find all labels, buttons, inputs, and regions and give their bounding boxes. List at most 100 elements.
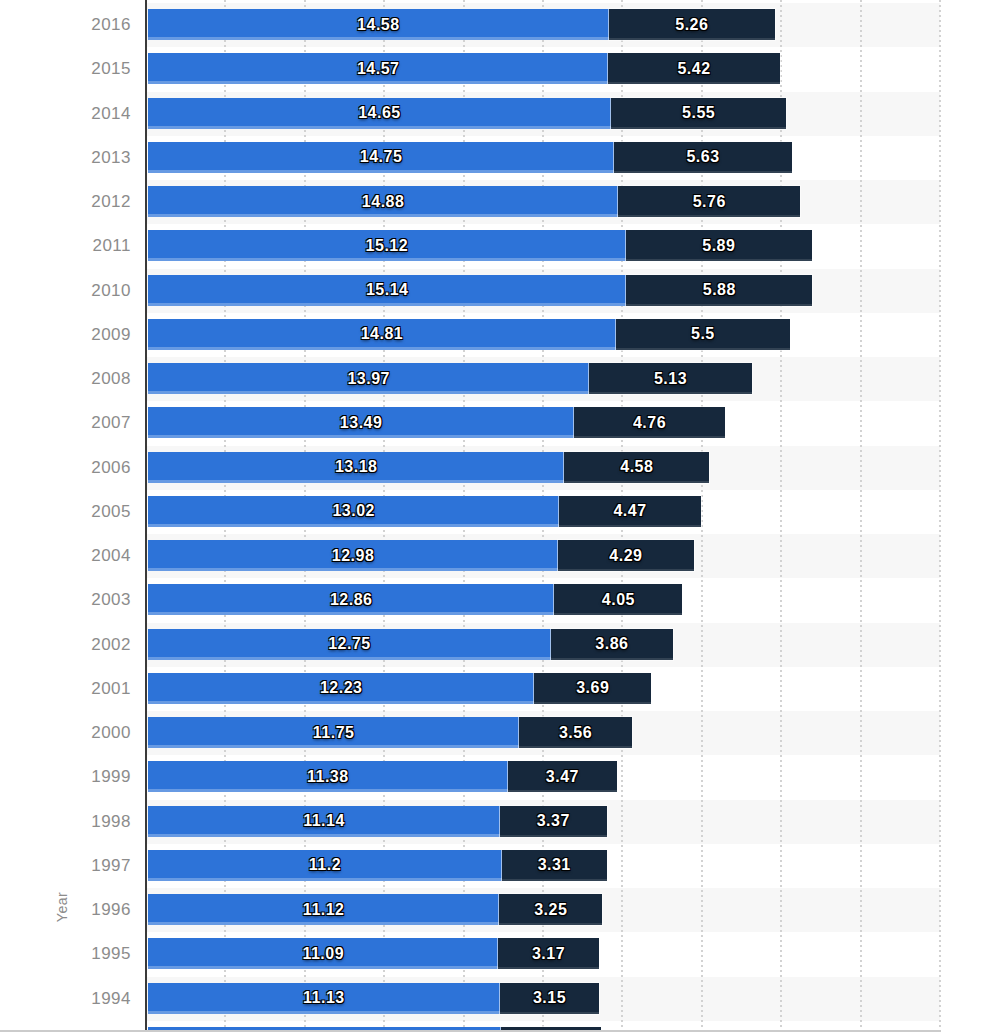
bar-segment-secondary[interactable]: 5.42 <box>608 53 779 84</box>
year-tick-label: 2007 <box>0 407 131 438</box>
bar-segment-primary[interactable]: 11.38 <box>148 761 508 792</box>
bar-segment-secondary[interactable]: 3.31 <box>502 850 607 881</box>
bar-segment-secondary[interactable]: 3.69 <box>534 673 651 704</box>
bar-segment-primary[interactable]: 11.14 <box>148 806 500 837</box>
year-tick-label: 2004 <box>0 540 131 571</box>
bar-segment-primary[interactable]: 11.13 <box>148 983 500 1014</box>
bar-segment-secondary[interactable]: 4.47 <box>559 496 700 527</box>
bar-segment-primary[interactable]: 13.97 <box>148 363 589 394</box>
bar-value-label: 3.47 <box>546 768 579 786</box>
bar-value-label: 14.88 <box>362 193 405 211</box>
bar-value-label: 14.65 <box>358 104 401 122</box>
bar-segment-secondary[interactable]: 4.58 <box>564 452 709 483</box>
bar-value-label: 13.02 <box>332 502 375 520</box>
bar-value-label: 4.05 <box>602 591 635 609</box>
bar-value-label: 11.13 <box>303 989 345 1007</box>
bar-segment-primary[interactable]: 12.75 <box>148 629 551 660</box>
bar-segment-primary[interactable]: 12.98 <box>148 540 558 571</box>
year-tick-label: 2002 <box>0 629 131 660</box>
bar-value-label: 11.2 <box>309 856 341 874</box>
bar-segment-secondary[interactable]: 5.13 <box>589 363 751 394</box>
bar-segment-secondary[interactable]: 5.26 <box>609 9 775 40</box>
bar-segment-primary[interactable]: 11.12 <box>148 894 499 925</box>
bar-value-label: 15.14 <box>366 281 409 299</box>
bar-segment-primary[interactable]: 14.75 <box>148 142 614 173</box>
bar-value-label: 14.57 <box>357 60 400 78</box>
bar-segment-primary[interactable]: 14.88 <box>148 186 618 217</box>
year-tick-label: 2014 <box>0 98 131 129</box>
bar-segment-secondary[interactable]: 5.88 <box>626 275 812 306</box>
bar-value-label: 5.89 <box>702 237 735 255</box>
year-tick-label: 2006 <box>0 452 131 483</box>
bar-segment-secondary[interactable]: 3.47 <box>508 761 618 792</box>
y-axis-line <box>145 0 147 1030</box>
bar-value-label: 11.75 <box>313 724 355 742</box>
bar-value-label: 3.31 <box>538 856 571 874</box>
bar-segment-secondary[interactable]: 5.5 <box>616 319 790 350</box>
bar-value-label: 3.25 <box>534 901 567 919</box>
bar-segment-secondary[interactable]: 3.25 <box>499 894 602 925</box>
bar-value-label: 5.76 <box>693 193 726 211</box>
bar-value-label: 5.88 <box>703 281 736 299</box>
bar-value-label: 5.55 <box>682 104 715 122</box>
bar-value-label: 5.42 <box>677 60 710 78</box>
bar-segment-primary[interactable]: 11.2 <box>148 850 502 881</box>
bar-segment-primary[interactable]: 14.57 <box>148 53 608 84</box>
bar-segment-secondary[interactable]: 5.89 <box>626 230 812 261</box>
plot-area: 2016 14.58 5.26 2015 14.57 5.42 2014 14.65 5.55 2… <box>0 0 999 1030</box>
bar-segment-primary[interactable]: 13.49 <box>148 407 574 438</box>
year-tick-label: 2001 <box>0 673 131 704</box>
bar-value-label: 11.09 <box>302 945 344 963</box>
bar-segment-secondary[interactable]: 4.05 <box>554 584 682 615</box>
year-tick-label: 2011 <box>0 230 131 261</box>
gridline-vertical <box>860 0 862 1030</box>
bar-segment-primary[interactable]: 11.09 <box>148 938 498 969</box>
bar-segment-secondary[interactable]: 3.37 <box>500 806 606 837</box>
year-tick-label: 1994 <box>0 983 131 1014</box>
bar-segment-primary[interactable]: 14.81 <box>148 319 616 350</box>
bar-segment-primary[interactable]: 15.14 <box>148 275 626 306</box>
bar-segment-primary[interactable]: 12.23 <box>148 673 534 704</box>
bar-segment-secondary[interactable]: 5.55 <box>611 98 786 129</box>
bar-segment-primary[interactable]: 15.12 <box>148 230 626 261</box>
bar-segment-secondary[interactable]: 3.15 <box>500 983 600 1014</box>
year-tick-label: 2012 <box>0 186 131 217</box>
year-tick-label: 2008 <box>0 363 131 394</box>
bar-segment-secondary[interactable]: 3.86 <box>551 629 673 660</box>
bar-value-label: 13.18 <box>335 458 378 476</box>
year-tick-label: 1997 <box>0 850 131 881</box>
bar-value-label: 12.98 <box>332 547 375 565</box>
year-tick-label: 2005 <box>0 496 131 527</box>
bar-segment-secondary[interactable]: 5.63 <box>614 142 792 173</box>
bar-segment-primary[interactable]: 13.18 <box>148 452 564 483</box>
year-tick-label: 2016 <box>0 9 131 40</box>
bar-segment-secondary[interactable]: 5.76 <box>618 186 800 217</box>
bar-value-label: 3.86 <box>595 635 628 653</box>
bar-segment-primary[interactable]: 13.02 <box>148 496 559 527</box>
bar-value-label: 3.56 <box>559 724 592 742</box>
bar-segment-primary[interactable]: 14.58 <box>148 9 609 40</box>
bar-value-label: 3.15 <box>533 989 566 1007</box>
bar-value-label: 4.47 <box>613 502 646 520</box>
bar-segment-secondary[interactable]: 3.17 <box>498 938 598 969</box>
bar-value-label: 12.86 <box>330 591 373 609</box>
bar-value-label: 5.13 <box>654 370 687 388</box>
bar-value-label: 14.81 <box>361 325 404 343</box>
bar-value-label: 4.29 <box>609 547 642 565</box>
bar-value-label: 14.75 <box>360 148 403 166</box>
chart-canvas: 2016 14.58 5.26 2015 14.57 5.42 2014 14.65 5.55 2… <box>0 0 999 1034</box>
bar-value-label: 5.26 <box>675 16 708 34</box>
year-tick-label: 2010 <box>0 275 131 306</box>
bar-segment-primary[interactable]: 12.86 <box>148 584 554 615</box>
bar-value-label: 3.17 <box>532 945 565 963</box>
year-tick-label: 2000 <box>0 717 131 748</box>
bar-segment-secondary[interactable]: 4.76 <box>574 407 724 438</box>
year-tick-label: 2015 <box>0 53 131 84</box>
bar-segment-primary[interactable]: 11.75 <box>148 717 519 748</box>
bar-segment-secondary[interactable]: 4.29 <box>558 540 694 571</box>
y-axis-title: Year <box>54 892 70 922</box>
bar-value-label: 15.12 <box>366 237 409 255</box>
bar-value-label: 13.49 <box>340 414 383 432</box>
bar-segment-primary[interactable]: 14.65 <box>148 98 611 129</box>
bar-segment-secondary[interactable]: 3.56 <box>519 717 631 748</box>
